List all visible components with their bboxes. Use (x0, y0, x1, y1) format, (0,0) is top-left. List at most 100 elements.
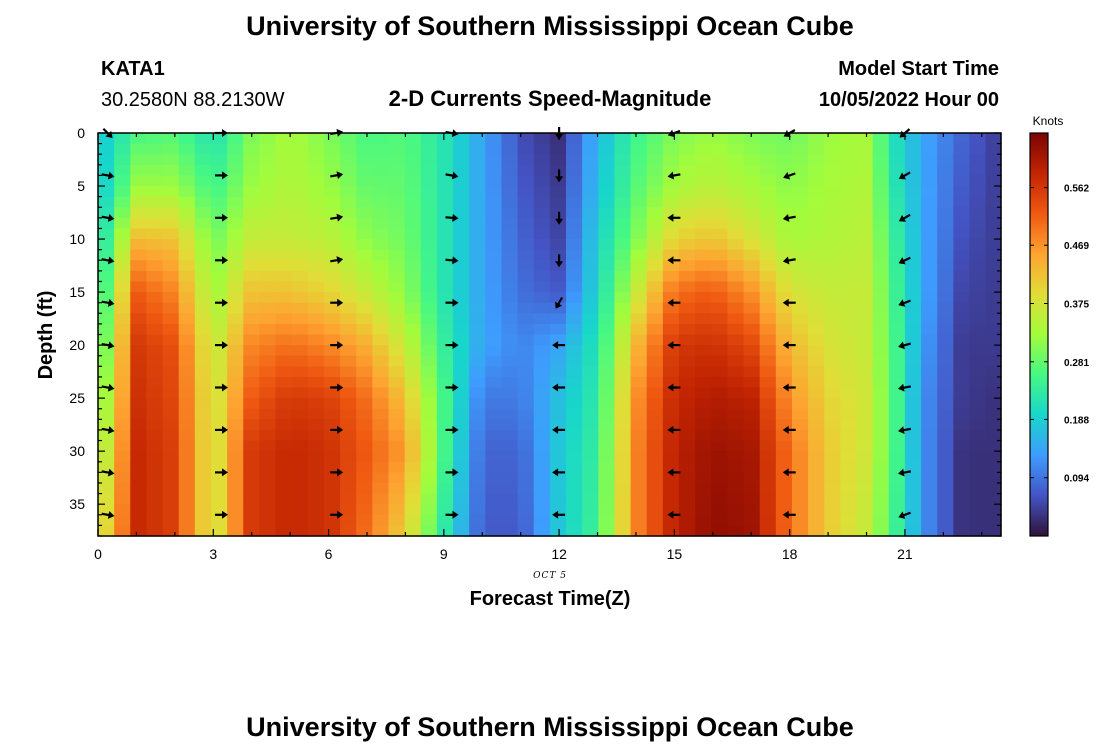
heatmap-cell (678, 493, 696, 505)
heatmap-cell (566, 143, 583, 155)
heatmap-cell (775, 419, 793, 431)
heatmap-cell (840, 408, 858, 420)
heatmap-cell (630, 525, 648, 537)
heatmap-cell (888, 175, 906, 187)
heatmap-cell (210, 387, 228, 399)
heatmap-cell (533, 175, 551, 187)
heatmap-cell (872, 313, 890, 325)
heatmap-cell (275, 164, 293, 177)
heatmap-cell (485, 408, 503, 420)
heatmap-cell (985, 461, 1002, 473)
heatmap-cell (630, 429, 648, 442)
current-vector-arrow (667, 341, 681, 350)
heatmap-cell (275, 239, 293, 251)
colorbar-tick-label: 0.281 (1064, 358, 1089, 369)
heatmap-cell (566, 472, 583, 484)
heatmap-cell (630, 398, 648, 410)
heatmap-cell (953, 207, 971, 219)
heatmap-cell (937, 472, 954, 484)
heatmap-cell (340, 217, 357, 230)
heatmap-cell (307, 143, 325, 155)
heatmap-cell (469, 398, 486, 410)
heatmap-cell (582, 408, 599, 420)
heatmap-cell (566, 164, 583, 177)
heatmap-cell (614, 228, 632, 240)
heatmap-cell (146, 228, 164, 240)
heatmap-cell (340, 429, 357, 442)
current-vector-arrow (215, 468, 228, 477)
heatmap-cell (259, 451, 277, 463)
heatmap-cell (323, 366, 341, 378)
heatmap-cell (291, 217, 309, 230)
heatmap-cell (227, 451, 244, 463)
heatmap-cell (323, 228, 341, 240)
heatmap-cell (485, 196, 503, 208)
heatmap-cell (436, 143, 454, 155)
heatmap-cell (114, 461, 131, 473)
heatmap-cell (711, 239, 729, 251)
heatmap-cell (582, 164, 599, 177)
heatmap-cell (678, 313, 696, 325)
heatmap-cell (420, 398, 438, 410)
heatmap-cell (856, 249, 874, 261)
heatmap-cell (646, 313, 664, 325)
heatmap-cell (759, 196, 777, 208)
heatmap-cell (436, 313, 454, 325)
heatmap-cell (743, 376, 761, 389)
heatmap-cell (469, 355, 486, 367)
heatmap-cell (953, 387, 971, 399)
heatmap-cell (840, 239, 858, 251)
heatmap-cell (614, 154, 632, 166)
heatmap-cell (130, 239, 148, 251)
heatmap-cell (824, 334, 841, 346)
heatmap-cell (582, 260, 599, 272)
heatmap-cell (904, 461, 922, 473)
heatmap-cell (888, 207, 906, 219)
heatmap-cell (985, 207, 1002, 219)
heatmap-cell (872, 504, 890, 516)
heatmap-cell (146, 217, 164, 230)
heatmap-cell (630, 323, 648, 336)
heatmap-cell (533, 186, 551, 198)
heatmap-cell (404, 398, 422, 410)
heatmap-cell (856, 461, 874, 473)
heatmap-cell (791, 514, 809, 526)
heatmap-cell (130, 228, 148, 240)
heatmap-cell (614, 292, 632, 304)
heatmap-cell (614, 366, 632, 378)
heatmap-cell (727, 355, 745, 367)
heatmap-cell (436, 355, 454, 367)
heatmap-cell (485, 504, 503, 516)
heatmap-cell (194, 249, 212, 261)
heatmap-cell (130, 408, 148, 420)
heatmap-cell (888, 260, 906, 272)
heatmap-cell (888, 451, 906, 463)
heatmap-cell (856, 429, 874, 442)
heatmap-cell (808, 302, 825, 314)
current-vector-arrow (555, 254, 564, 268)
heatmap-cell (582, 451, 599, 463)
heatmap-cell (501, 504, 519, 516)
heatmap-cell (501, 482, 519, 495)
heatmap-cell (856, 313, 874, 325)
heatmap-cell (501, 419, 519, 431)
heatmap-cell (953, 493, 971, 505)
heatmap-cell (598, 451, 616, 463)
heatmap-cell (743, 355, 761, 367)
heatmap-cell (372, 525, 390, 537)
heatmap-cell (969, 196, 987, 208)
heatmap-cell (549, 398, 567, 410)
heatmap-cell (469, 376, 486, 389)
heatmap-cell (388, 217, 406, 230)
current-vector-arrow (782, 510, 796, 519)
heatmap-cell (872, 429, 890, 442)
heatmap-cell (533, 313, 551, 325)
heatmap-cell (194, 451, 212, 463)
heatmap-cell (695, 292, 712, 304)
heatmap-cell (485, 281, 503, 293)
heatmap-cell (614, 143, 632, 155)
heatmap-cell (614, 334, 632, 346)
heatmap-cell (275, 143, 293, 155)
y-axis-label: Depth (ft) (35, 291, 57, 380)
heatmap-cell (533, 217, 551, 230)
